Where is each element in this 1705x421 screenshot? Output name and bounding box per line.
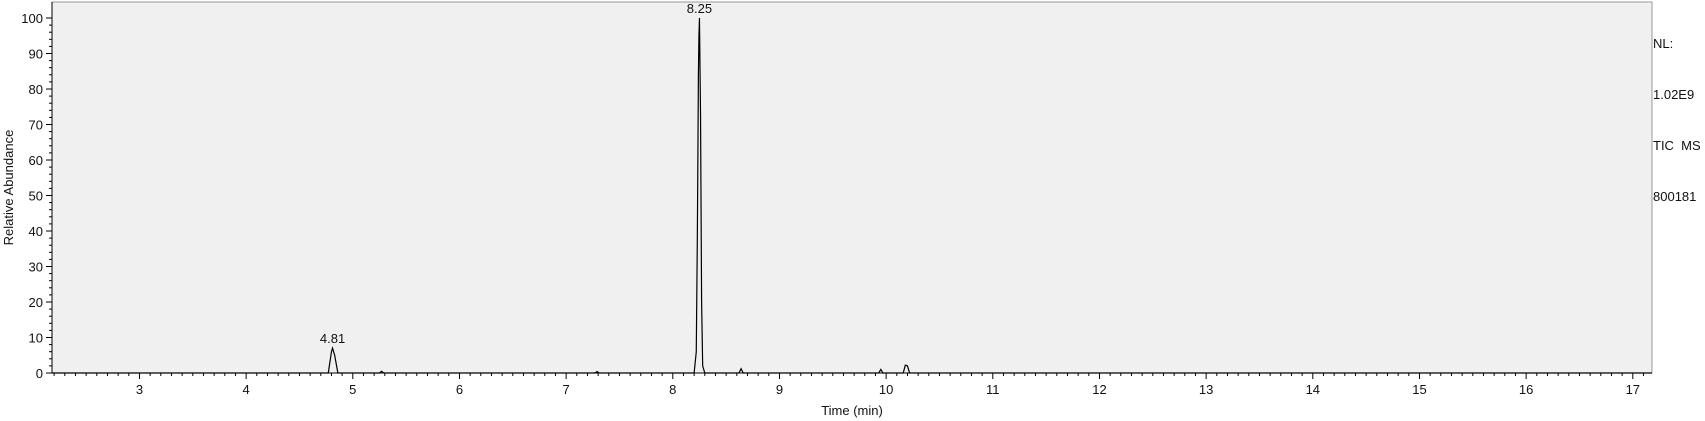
x-tick-label: 16 [1519,382,1533,397]
x-axis: 3 4 5 6 7 8 9 10 11 12 13 14 15 16 17 [52,372,1652,397]
x-tick-label: 7 [563,382,570,397]
x-tick-label: 9 [776,382,783,397]
y-axis-title: Relative Abundance [1,130,16,246]
info-panel: NL: 1.02E9 TIC MS 800181 [1653,1,1705,222]
y-tick-label: 60 [29,153,43,168]
tic-trace [52,17,1652,374]
trace-type: TIC MS [1653,138,1701,153]
sample-id: 800181 [1653,189,1697,204]
nl-value: 1.02E9 [1653,87,1695,102]
x-tick-label: 4 [243,382,250,397]
peak-label: 8.25 [687,1,712,16]
plot-area [51,1,1653,374]
peak-label: 4.81 [320,331,345,346]
y-tick-label: 40 [29,224,43,239]
x-tick-label: 12 [1092,382,1106,397]
x-tick-label: 3 [136,382,143,397]
y-tick-label: 0 [36,366,43,381]
x-tick-label: 14 [1306,382,1320,397]
y-tick-label: 90 [29,47,43,62]
y-tick-label: 10 [29,331,43,346]
x-tick-label: 13 [1199,382,1213,397]
nl-label: NL: [1653,36,1674,51]
x-tick-label: 5 [349,382,356,397]
x-tick-label: 6 [456,382,463,397]
x-axis-title: Time (min) [821,403,883,418]
x-tick-label: 15 [1412,382,1426,397]
y-tick-label: 50 [29,189,43,204]
y-tick-label: 80 [29,82,43,97]
x-tick-label: 17 [1626,382,1640,397]
x-tick-label: 11 [986,382,1000,397]
y-tick-label: 100 [21,11,43,26]
y-tick-label: 30 [29,260,43,275]
peak-annotations: 4.81 8.25 [320,1,712,346]
x-tick-label: 10 [879,382,893,397]
y-tick-label: 20 [29,295,43,310]
y-axis: 0 10 20 30 40 50 60 70 80 90 100 [21,2,53,381]
y-tick-label: 70 [29,118,43,133]
x-tick-label: 8 [669,382,676,397]
